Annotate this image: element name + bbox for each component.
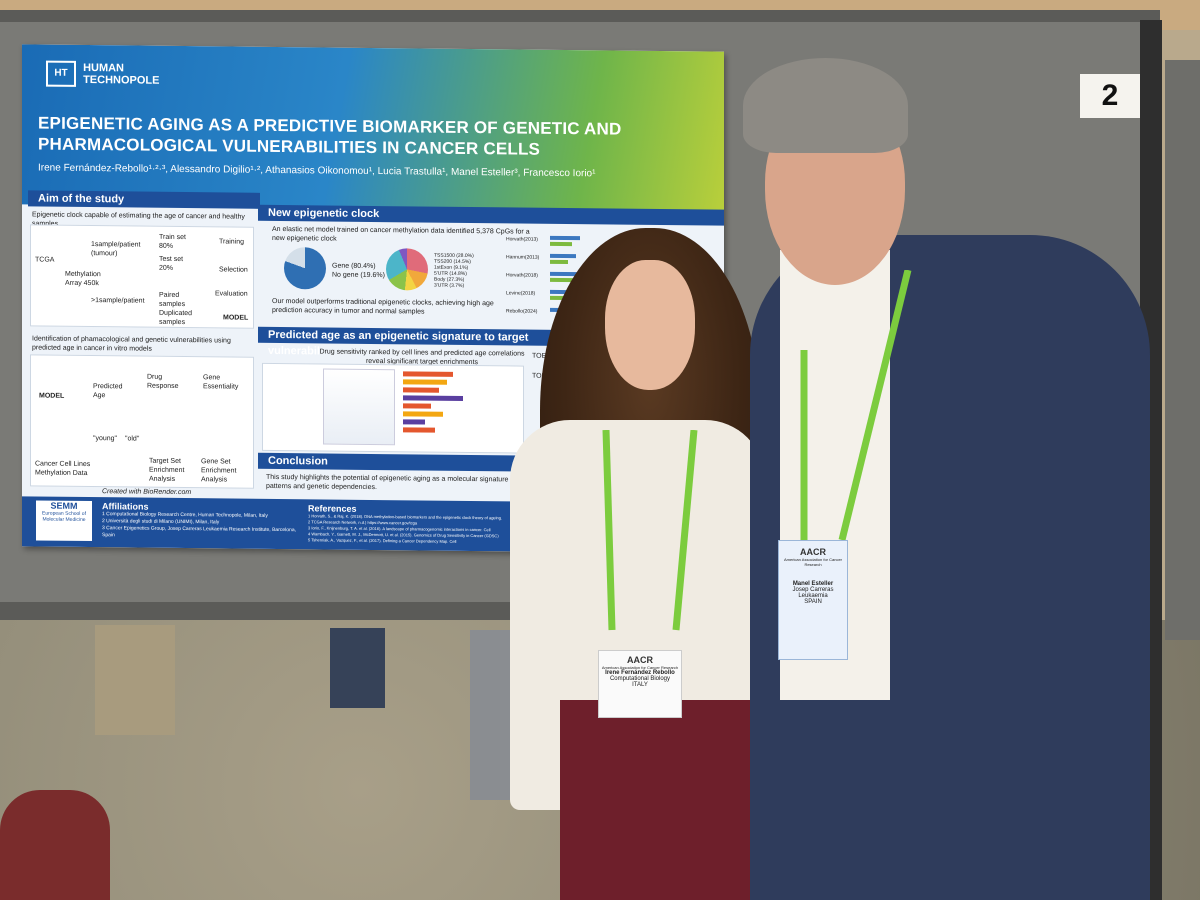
clock-label: Rebollo(2024) bbox=[506, 308, 538, 315]
background-person-legs bbox=[330, 628, 385, 708]
bar bbox=[403, 371, 453, 377]
badge-name: Manel Esteller bbox=[792, 581, 834, 587]
diagram-label: Predicted Age bbox=[93, 383, 123, 400]
reference-item: 5 Tsherniak, A., Vazquez, F., et al. (20… bbox=[308, 537, 457, 544]
woman-name-badge: AACR American Association for Cancer Res… bbox=[598, 650, 682, 718]
backpack bbox=[0, 790, 110, 900]
diagram-label: Paired samples bbox=[159, 291, 186, 309]
badge-country: SPAIN bbox=[804, 599, 822, 605]
bar bbox=[403, 379, 447, 385]
signature-section-header: Predicted age as an epigenetic signature… bbox=[258, 326, 568, 357]
diagram-label: Selection bbox=[219, 266, 248, 274]
identification-text: Identification of phamacological and gen… bbox=[32, 335, 231, 353]
diagram-label: >1sample/patient bbox=[91, 297, 145, 305]
bar bbox=[550, 259, 568, 265]
man-lanyard bbox=[800, 270, 912, 541]
bar bbox=[403, 387, 439, 393]
diagram-label: Training bbox=[219, 238, 245, 246]
clock-text: An elastic net model trained on cancer m… bbox=[272, 225, 530, 243]
aacr-logo: AACR bbox=[800, 547, 826, 557]
diagram-label: Cancer Cell Lines Methylation Data bbox=[35, 460, 91, 478]
diagram-label: MODEL bbox=[223, 314, 249, 322]
diagram-label: Test set 20% bbox=[159, 255, 184, 272]
badge-role: Josep Carreras Leukaemia bbox=[792, 587, 834, 599]
diagram-label: Drug Response bbox=[147, 373, 179, 390]
gene-pie-chart bbox=[284, 247, 326, 290]
scatter-plot bbox=[323, 368, 395, 446]
legend-item: 3'UTR (3.7%) bbox=[434, 282, 465, 289]
woman-face bbox=[605, 260, 695, 390]
badge-role: Computational Biology bbox=[609, 676, 671, 682]
aacr-logo: AACR bbox=[627, 655, 653, 665]
aim-diagram: TCGA 1sample/patient (tumour) Methylatio… bbox=[30, 224, 254, 329]
woman-burgundy-pants bbox=[560, 700, 775, 900]
badge-country: ITALY bbox=[632, 682, 648, 688]
semm-logo: SEMM European School of Molecular Medici… bbox=[36, 500, 92, 542]
clock-label: Hannum(2013) bbox=[506, 254, 540, 261]
human-technopole-logo: HT HUMAN TECHNOPOLE bbox=[46, 60, 160, 88]
badge-org: American Association for Cancer Research bbox=[601, 665, 679, 670]
semm-caption: European School of Molecular Medicine bbox=[42, 510, 86, 523]
clock-label: Horvath(2013) bbox=[506, 236, 538, 243]
diagram-label: "old" bbox=[125, 435, 140, 443]
bar bbox=[403, 411, 443, 417]
references: References 1 Horvath, S., & Raj, K. (201… bbox=[308, 503, 538, 551]
bar bbox=[403, 395, 463, 401]
diagram-label: TCGA bbox=[35, 256, 55, 264]
diagram-label: Target Set Enrichment Analysis bbox=[149, 457, 185, 483]
diagram-label: Gene Set Enrichment Analysis bbox=[201, 458, 237, 484]
woman-lanyard bbox=[602, 430, 698, 631]
diagram-label: "young" bbox=[93, 435, 118, 443]
diagram-label: Duplicated samples bbox=[159, 309, 193, 327]
bar bbox=[550, 253, 576, 259]
pie-legend: TSS1500 (28.0%) TSS200 (14.5%) 1stExon (… bbox=[434, 253, 504, 290]
bar bbox=[550, 235, 580, 241]
aim-section-header: Aim of the study bbox=[28, 190, 260, 209]
clock-label: Horvath(2018) bbox=[506, 272, 538, 279]
identification-diagram: MODEL Predicted Age Drug Response Gene E… bbox=[30, 354, 254, 489]
poster-title: EPIGENETIC AGING AS A PREDICTIVE BIOMARK… bbox=[38, 113, 622, 159]
semm-logo-text: SEMM bbox=[50, 500, 78, 511]
region-pie-chart bbox=[386, 248, 428, 291]
diagram-label: Methylation Array 450k bbox=[65, 270, 101, 288]
logo-text: HUMAN TECHNOPOLE bbox=[83, 61, 160, 87]
background-person-legs bbox=[95, 625, 175, 735]
affiliations: Affiliations 1 Computational Biology Res… bbox=[102, 501, 302, 541]
bar bbox=[403, 427, 435, 433]
clock-text-2: Our model outperforms traditional epigen… bbox=[272, 297, 494, 316]
bar bbox=[403, 419, 425, 425]
enrichment-figure bbox=[262, 362, 524, 454]
booth-number-sign: 2 bbox=[1080, 74, 1140, 118]
man-name-badge: AACR American Association for Cancer Res… bbox=[778, 540, 848, 660]
bar bbox=[403, 403, 431, 409]
clock-label: Levine(2018) bbox=[506, 290, 536, 297]
man-gray-hair bbox=[743, 58, 908, 153]
affiliation-item: 3 Cancer Epigenetics Group, Josep Carrer… bbox=[102, 525, 296, 539]
adjacent-poster-board bbox=[1165, 60, 1200, 640]
diagram-label: 1sample/patient (tumour) bbox=[91, 241, 141, 258]
diagram-label: Train set 80% bbox=[159, 233, 186, 250]
diagram-label: Gene Essentiality bbox=[203, 374, 239, 391]
diagram-label: Evaluation bbox=[215, 290, 248, 298]
badge-name: Irene Fernández Rebollo bbox=[605, 670, 675, 676]
bar bbox=[550, 241, 572, 247]
biorender-credit: Created with BioRender.com bbox=[102, 488, 192, 497]
badge-org: American Association for Cancer Research bbox=[783, 557, 843, 567]
ht-logo-icon: HT bbox=[46, 60, 76, 87]
diagram-label: MODEL bbox=[39, 392, 65, 400]
